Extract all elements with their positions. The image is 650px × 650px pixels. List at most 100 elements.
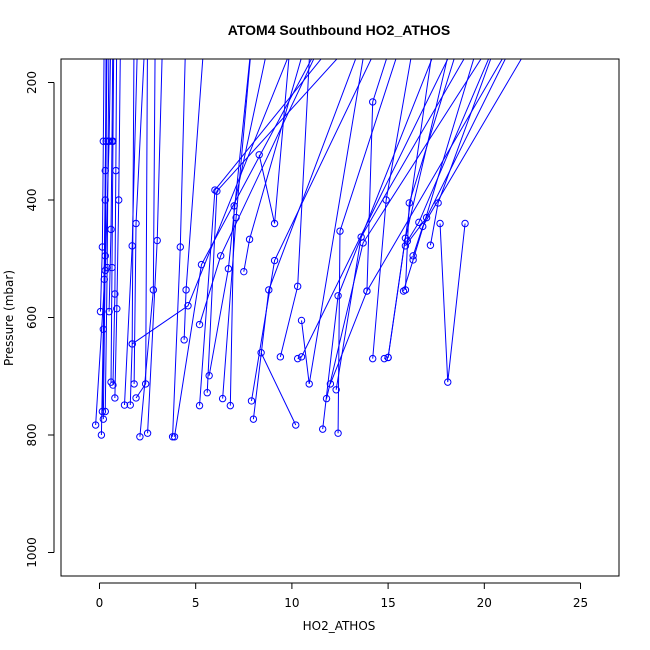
series-line [174, 59, 313, 437]
data-point [247, 397, 256, 405]
data-point [401, 242, 410, 250]
data-point [461, 219, 469, 228]
data-point [399, 287, 408, 295]
series-line [384, 59, 432, 360]
series-line [279, 59, 310, 357]
profile-series-41 [369, 59, 412, 363]
data-point [293, 354, 302, 363]
series-line [337, 59, 397, 434]
y-tick-label: 600 [25, 306, 39, 329]
profile-series-45 [399, 59, 475, 295]
profile-series-18 [180, 59, 204, 344]
data-point [409, 252, 417, 260]
profile-series-26 [218, 59, 251, 403]
data-point [126, 401, 134, 409]
x-tick-label: 25 [573, 596, 588, 610]
data-point [108, 263, 116, 272]
data-point [182, 286, 190, 294]
chart-title: ATOM4 Southbound HO2_ATHOS [228, 22, 450, 38]
series-line [405, 59, 506, 247]
profile-series-15 [136, 59, 158, 441]
series-line [429, 59, 492, 246]
data-point [111, 394, 119, 402]
data-point [128, 242, 136, 250]
profile-series-34 [293, 59, 449, 363]
data-point [297, 316, 306, 325]
series-line [412, 59, 522, 256]
data-point [104, 137, 112, 145]
data-point [107, 378, 115, 386]
data-point [403, 237, 412, 245]
profile-series-35 [334, 59, 397, 437]
data-point [176, 243, 184, 251]
data-point [136, 433, 144, 441]
data-point [97, 431, 106, 439]
data-point [113, 304, 121, 313]
data-point [318, 425, 327, 433]
data-point [105, 307, 113, 316]
data-point [91, 421, 100, 429]
data-point [98, 243, 107, 251]
profile-series-7 [111, 59, 123, 402]
data-point [322, 394, 331, 403]
series-layer [91, 59, 522, 441]
x-tick-label: 15 [380, 596, 395, 610]
series-line [199, 59, 322, 406]
profile-series-31 [257, 349, 300, 429]
data-point [380, 354, 388, 363]
profile-series-49 [426, 59, 492, 249]
data-point [226, 401, 235, 410]
data-point [359, 239, 367, 247]
data-point [384, 353, 392, 362]
profile-series-4 [101, 59, 112, 416]
profile-series-10 [96, 59, 108, 316]
profile-series-12 [120, 59, 138, 409]
profile-series-24 [205, 59, 251, 380]
x-tick-label: 5 [192, 596, 200, 610]
series-line [252, 59, 357, 420]
profile-series-36 [318, 59, 433, 433]
y-tick-label: 200 [25, 71, 39, 94]
data-point [205, 371, 213, 380]
data-point [180, 336, 188, 344]
data-point [249, 415, 258, 423]
data-point [96, 307, 105, 316]
data-point [240, 267, 248, 276]
data-point [297, 353, 306, 361]
profile-series-22 [203, 59, 338, 397]
data-point [336, 227, 344, 235]
profile-series-42 [380, 59, 432, 363]
series-line [366, 59, 387, 292]
y-tick-label: 800 [25, 424, 39, 447]
data-point [195, 401, 204, 410]
profile-series-28 [249, 59, 357, 423]
data-point [132, 394, 140, 402]
series-line [206, 59, 338, 393]
data-point [436, 219, 444, 228]
series-line [250, 59, 372, 402]
data-point [213, 187, 221, 195]
data-point [218, 394, 227, 403]
data-point [141, 380, 150, 388]
data-point [255, 151, 263, 159]
profile-series-14 [143, 59, 163, 437]
data-point [363, 287, 371, 295]
data-point [422, 213, 431, 222]
y-tick-label: 1000 [25, 537, 39, 568]
series-line [222, 59, 251, 399]
data-point [99, 415, 108, 423]
series-line [404, 59, 455, 290]
data-point [270, 219, 279, 228]
series-line [112, 59, 118, 386]
data-point [415, 218, 423, 227]
data-point [170, 433, 179, 441]
data-point [292, 421, 300, 429]
data-point [401, 286, 410, 294]
series-line [139, 59, 156, 437]
profile-series-25 [226, 59, 266, 410]
data-point [115, 196, 123, 204]
data-point [143, 429, 152, 437]
data-point [369, 354, 377, 363]
x-axis-label: HO2_ATHOS [303, 619, 376, 633]
data-point [334, 429, 342, 437]
